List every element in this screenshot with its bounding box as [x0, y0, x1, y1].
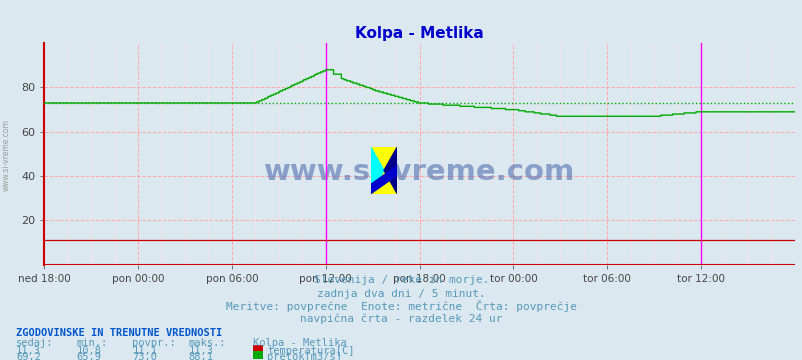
Text: Slovenija / reke in morje.: Slovenija / reke in morje.	[314, 275, 488, 285]
Text: 11,3: 11,3	[16, 346, 41, 356]
Text: Meritve: povprečne  Enote: metrične  Črta: povprečje: Meritve: povprečne Enote: metrične Črta:…	[225, 300, 577, 312]
Text: 88,1: 88,1	[188, 352, 213, 360]
Polygon shape	[383, 147, 397, 194]
Text: min.:: min.:	[76, 338, 107, 348]
Text: 73,0: 73,0	[132, 352, 157, 360]
Text: zadnja dva dni / 5 minut.: zadnja dva dni / 5 minut.	[317, 289, 485, 299]
Text: 10,8: 10,8	[76, 346, 101, 356]
Text: pretok[m3/s]: pretok[m3/s]	[267, 352, 342, 360]
Text: povpr.:: povpr.:	[132, 338, 176, 348]
Text: navpična črta - razdelek 24 ur: navpična črta - razdelek 24 ur	[300, 314, 502, 324]
Text: ZGODOVINSKE IN TRENUTNE VREDNOSTI: ZGODOVINSKE IN TRENUTNE VREDNOSTI	[16, 328, 222, 338]
Text: www.si-vreme.com: www.si-vreme.com	[2, 119, 11, 191]
Text: 65,9: 65,9	[76, 352, 101, 360]
Text: sedaj:: sedaj:	[16, 338, 54, 348]
Text: maks.:: maks.:	[188, 338, 226, 348]
Text: 11,3: 11,3	[188, 346, 213, 356]
Text: 11,1: 11,1	[132, 346, 157, 356]
Polygon shape	[371, 166, 397, 194]
Text: www.si-vreme.com: www.si-vreme.com	[264, 158, 574, 186]
Polygon shape	[371, 147, 383, 194]
Title: Kolpa - Metlika: Kolpa - Metlika	[354, 26, 484, 41]
Text: 69,2: 69,2	[16, 352, 41, 360]
Text: temperatura[C]: temperatura[C]	[267, 346, 354, 356]
Text: Kolpa - Metlika: Kolpa - Metlika	[253, 338, 346, 348]
